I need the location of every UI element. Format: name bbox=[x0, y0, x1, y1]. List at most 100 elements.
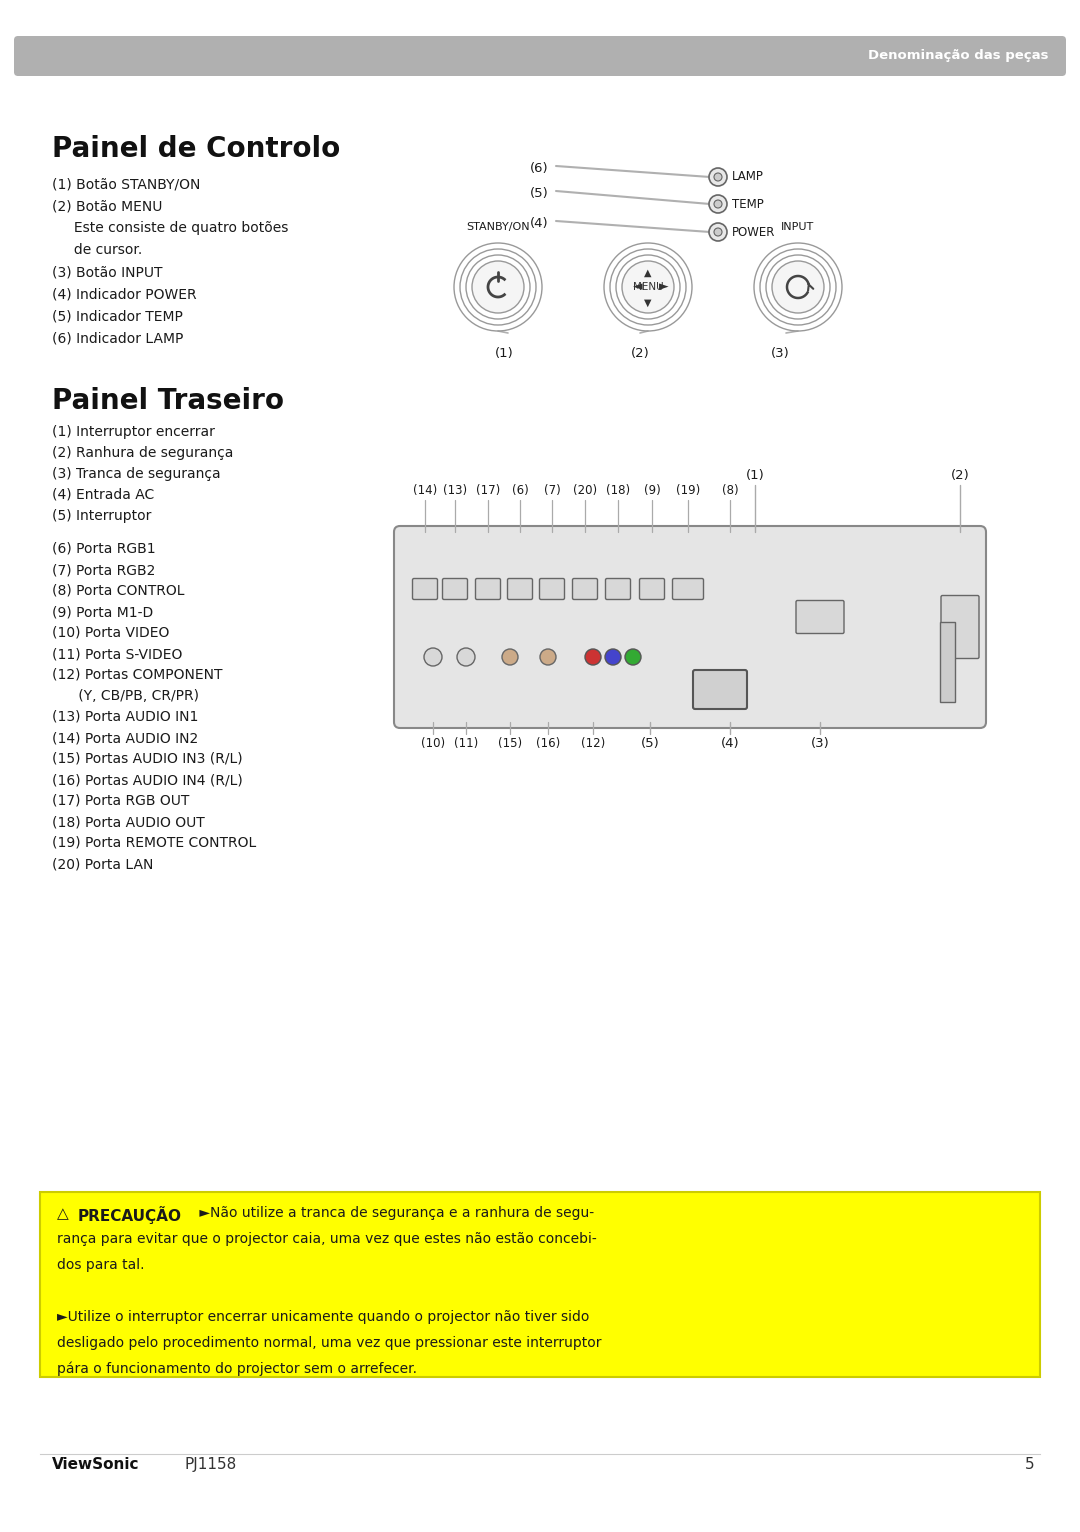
Circle shape bbox=[714, 173, 723, 181]
Text: (6): (6) bbox=[530, 162, 549, 175]
Text: ►: ► bbox=[659, 280, 669, 294]
Text: (2): (2) bbox=[950, 469, 970, 483]
Circle shape bbox=[605, 650, 621, 665]
Text: ►Não utilize a tranca de segurança e a ranhura de segu-: ►Não utilize a tranca de segurança e a r… bbox=[195, 1206, 594, 1219]
Text: dos para tal.: dos para tal. bbox=[57, 1258, 145, 1272]
Text: (12) Portas COMPONENT: (12) Portas COMPONENT bbox=[52, 668, 222, 682]
Text: ►Utilize o interruptor encerrar unicamente quando o projector não tiver sido: ►Utilize o interruptor encerrar unicamen… bbox=[57, 1310, 590, 1324]
Text: (17) Porta RGB OUT: (17) Porta RGB OUT bbox=[52, 794, 189, 807]
Text: ◄: ◄ bbox=[633, 280, 643, 294]
FancyBboxPatch shape bbox=[443, 579, 468, 599]
Text: ViewSonic: ViewSonic bbox=[52, 1457, 139, 1472]
FancyBboxPatch shape bbox=[639, 579, 664, 599]
Text: (6) Indicador LAMP: (6) Indicador LAMP bbox=[52, 331, 184, 345]
Text: (7) Porta RGB2: (7) Porta RGB2 bbox=[52, 562, 156, 578]
Circle shape bbox=[708, 169, 727, 185]
Text: 5: 5 bbox=[1025, 1457, 1035, 1472]
Text: △: △ bbox=[57, 1206, 69, 1221]
Text: (3) Botão INPUT: (3) Botão INPUT bbox=[52, 265, 162, 279]
Circle shape bbox=[714, 228, 723, 236]
FancyBboxPatch shape bbox=[941, 596, 978, 659]
Text: (4): (4) bbox=[530, 218, 549, 230]
Text: (4): (4) bbox=[720, 737, 740, 751]
Text: (2) Ranhura de segurança: (2) Ranhura de segurança bbox=[52, 446, 233, 460]
Text: desligado pelo procedimento normal, uma vez que pressionar este interruptor: desligado pelo procedimento normal, uma … bbox=[57, 1336, 602, 1350]
FancyBboxPatch shape bbox=[394, 525, 986, 728]
Text: (17): (17) bbox=[476, 484, 500, 496]
Text: TEMP: TEMP bbox=[732, 198, 764, 210]
Text: (18) Porta AUDIO OUT: (18) Porta AUDIO OUT bbox=[52, 815, 205, 829]
Circle shape bbox=[585, 650, 600, 665]
Circle shape bbox=[540, 650, 556, 665]
Text: (13): (13) bbox=[443, 484, 467, 496]
FancyBboxPatch shape bbox=[475, 579, 500, 599]
Circle shape bbox=[708, 224, 727, 241]
Text: POWER: POWER bbox=[732, 225, 775, 239]
Text: (14) Porta AUDIO IN2: (14) Porta AUDIO IN2 bbox=[52, 731, 199, 745]
Text: (3): (3) bbox=[811, 737, 829, 751]
FancyBboxPatch shape bbox=[673, 579, 703, 599]
Circle shape bbox=[708, 195, 727, 213]
Text: (7): (7) bbox=[543, 484, 561, 496]
Circle shape bbox=[502, 650, 518, 665]
Text: ▲: ▲ bbox=[645, 268, 651, 277]
Circle shape bbox=[625, 650, 642, 665]
Text: (15): (15) bbox=[498, 737, 522, 751]
Text: INPUT: INPUT bbox=[781, 222, 814, 231]
Text: (1): (1) bbox=[745, 469, 765, 483]
Text: MENU: MENU bbox=[633, 282, 663, 293]
Text: (4) Entrada AC: (4) Entrada AC bbox=[52, 489, 154, 502]
Text: (Y, CB/PB, CR/PR): (Y, CB/PB, CR/PR) bbox=[52, 689, 199, 703]
Text: (8) Porta CONTROL: (8) Porta CONTROL bbox=[52, 584, 185, 597]
Circle shape bbox=[622, 260, 674, 313]
Text: (18): (18) bbox=[606, 484, 630, 496]
Text: (5) Indicador TEMP: (5) Indicador TEMP bbox=[52, 309, 183, 323]
Text: (9): (9) bbox=[644, 484, 660, 496]
Circle shape bbox=[472, 260, 524, 313]
Text: (11) Porta S-VIDEO: (11) Porta S-VIDEO bbox=[52, 647, 183, 660]
Text: ▼: ▼ bbox=[645, 299, 651, 308]
FancyBboxPatch shape bbox=[14, 35, 1066, 77]
Text: (19): (19) bbox=[676, 484, 700, 496]
Text: (16): (16) bbox=[536, 737, 561, 751]
Text: (5) Interruptor: (5) Interruptor bbox=[52, 509, 151, 522]
Circle shape bbox=[714, 201, 723, 208]
Text: (1): (1) bbox=[495, 348, 513, 360]
Text: (20): (20) bbox=[572, 484, 597, 496]
Text: (1) Interruptor encerrar: (1) Interruptor encerrar bbox=[52, 424, 215, 440]
Text: Painel de Controlo: Painel de Controlo bbox=[52, 135, 340, 162]
Text: de cursor.: de cursor. bbox=[52, 244, 143, 257]
FancyBboxPatch shape bbox=[413, 579, 437, 599]
Text: (9) Porta M1-D: (9) Porta M1-D bbox=[52, 605, 153, 619]
Text: LAMP: LAMP bbox=[732, 170, 764, 184]
Text: (5): (5) bbox=[640, 737, 660, 751]
Text: (13) Porta AUDIO IN1: (13) Porta AUDIO IN1 bbox=[52, 709, 199, 725]
Text: (1) Botão STANBY/ON: (1) Botão STANBY/ON bbox=[52, 178, 201, 192]
Text: (12): (12) bbox=[581, 737, 605, 751]
Text: (6): (6) bbox=[512, 484, 528, 496]
Circle shape bbox=[772, 260, 824, 313]
Text: PJ1158: PJ1158 bbox=[185, 1457, 238, 1472]
Text: (8): (8) bbox=[721, 484, 739, 496]
Text: (19) Porta REMOTE CONTROL: (19) Porta REMOTE CONTROL bbox=[52, 836, 256, 850]
FancyBboxPatch shape bbox=[540, 579, 565, 599]
Text: rança para evitar que o projector caia, uma vez que estes não estão concebi-: rança para evitar que o projector caia, … bbox=[57, 1232, 597, 1246]
Text: (10): (10) bbox=[421, 737, 445, 751]
Text: (3): (3) bbox=[771, 348, 789, 360]
FancyBboxPatch shape bbox=[606, 579, 631, 599]
FancyBboxPatch shape bbox=[508, 579, 532, 599]
Text: PRECAUÇÃO: PRECAUÇÃO bbox=[78, 1206, 183, 1224]
Circle shape bbox=[457, 648, 475, 666]
Text: (2) Botão MENU: (2) Botão MENU bbox=[52, 199, 162, 213]
Bar bbox=[940, 622, 955, 702]
Text: Denominação das peças: Denominação das peças bbox=[867, 49, 1048, 61]
Text: (14): (14) bbox=[413, 484, 437, 496]
Text: pára o funcionamento do projector sem o arrefecer.: pára o funcionamento do projector sem o … bbox=[57, 1362, 417, 1376]
Text: (15) Portas AUDIO IN3 (R/L): (15) Portas AUDIO IN3 (R/L) bbox=[52, 752, 243, 766]
Text: Painel Traseiro: Painel Traseiro bbox=[52, 388, 284, 415]
Circle shape bbox=[424, 648, 442, 666]
Text: (10) Porta VIDEO: (10) Porta VIDEO bbox=[52, 627, 170, 640]
Text: (11): (11) bbox=[454, 737, 478, 751]
Text: Este consiste de quatro botões: Este consiste de quatro botões bbox=[52, 221, 288, 234]
FancyBboxPatch shape bbox=[40, 1192, 1040, 1377]
